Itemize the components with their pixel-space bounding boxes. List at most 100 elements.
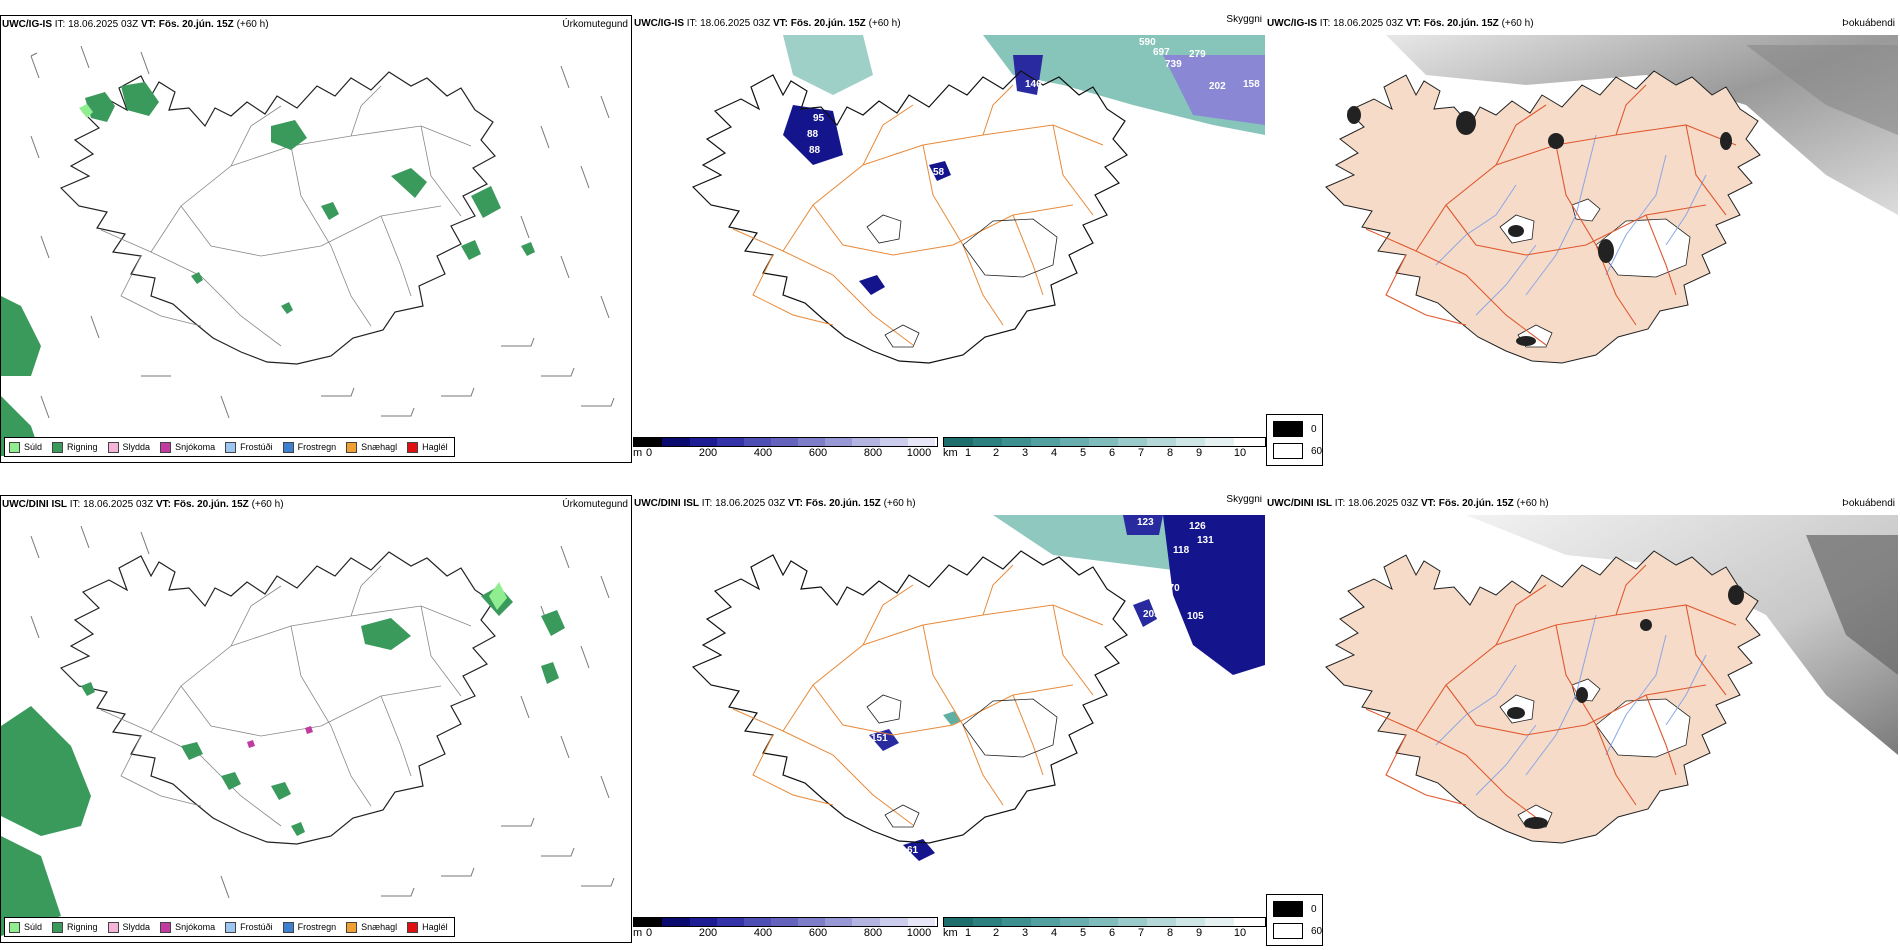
sea-fog [1746,45,1898,135]
cloud-panel-row1: UWC/IG-IS IT: 18.06.2025 03Z VT: Fös. 20… [633,15,1265,463]
svg-text:105: 105 [1187,611,1204,622]
vis-strip [943,917,1266,927]
legend-item: Frostregn [279,438,343,456]
svg-text:590: 590 [1139,37,1156,48]
legend-item: Slydda [104,438,157,456]
legend-item: Súld [5,918,48,936]
svg-text:11: 11 [933,847,944,858]
fog-panel-row2: UWC/DINI ISL IT: 18.06.2025 03Z VT: Fös.… [1266,495,1898,943]
cloud-panel-row2: UWC/DINI ISL IT: 18.06.2025 03Z VT: Fös.… [633,495,1265,943]
svg-text:151: 151 [871,733,888,744]
ceiling-strip [633,437,938,447]
legend-item: 0 [1273,421,1317,437]
low-ceiling [1163,515,1265,675]
legend-item: Snæhagl [342,438,403,456]
svg-text:123: 123 [1137,517,1154,528]
iceland-coastline [692,550,1128,844]
svg-text:158: 158 [1243,79,1260,90]
legend-item: Rigning [48,918,104,936]
fog-spots [1507,585,1744,829]
fog-map[interactable] [1266,495,1898,943]
cloud-map[interactable]: 123 126 131 118 170 205 105 93 151 61 11 [633,495,1265,943]
iceland-coastline [692,70,1128,364]
sea-fog [1386,35,1898,215]
ceiling-colorbar-row2: m 0 200 400 600 800 1000 [633,917,938,943]
legend-item: Rigning [48,438,104,456]
low-ceiling [1123,515,1163,535]
fog-legend-row2: 0 60 [1266,894,1323,946]
snow-area [247,740,255,748]
svg-text:279: 279 [1189,49,1206,60]
fog-map[interactable] [1266,15,1898,463]
panel-header: UWC/DINI ISL IT: 18.06.2025 03Z VT: Fös.… [2,499,628,510]
drizzle-area [79,104,93,118]
visibility-colorbar-row2: km 1 2 3 4 5 6 7 8 9 10 [943,917,1266,943]
legend-item: Snjókoma [156,438,221,456]
svg-text:202: 202 [1209,81,1226,92]
legend-item: Frostregn [279,918,343,936]
visibility-colorbar-row1: km 1 2 3 4 5 6 7 8 9 10 [943,437,1266,463]
precip-map[interactable] [1,496,632,943]
legend-item: Slydda [104,918,157,936]
panel-header: UWC/DINI ISL IT: 18.06.2025 03Z VT: Fös.… [634,495,1262,509]
low-ceiling [903,839,935,861]
legend-item: 60 [1273,923,1322,939]
precip-areas [1,82,535,456]
precip-panel-row1: UWC/IG-IS IT: 18.06.2025 03Z VT: Fös. 20… [0,15,632,463]
fog-legend-row1: 0 60 [1266,414,1323,466]
svg-text:739: 739 [1165,59,1182,70]
low-ceiling [1163,55,1265,125]
svg-text:88: 88 [809,145,821,156]
valid-time: Fös. 20.jún. 15Z [158,19,234,30]
precip-areas [1,586,565,936]
legend-item: Súld [5,438,48,456]
precip-legend: Súld Rigning Slydda Snjókoma Frostúði Fr… [4,437,455,457]
low-ceiling [1133,599,1157,627]
legend-item: 0 [1273,901,1317,917]
panel-header: UWC/IG-IS IT: 18.06.2025 03Z VT: Fös. 20… [1267,18,1895,29]
ceiling-labels: 123 126 131 118 170 205 105 93 151 61 11 [699,517,1214,858]
drizzle-area [489,582,507,610]
legend-item: Haglél [403,918,454,936]
wind-barbs [30,45,615,419]
iceland-coastline [60,71,496,365]
model-name: UWC/IG-IS [2,19,52,30]
glacier-outline [866,694,902,724]
svg-text:170: 170 [1163,583,1180,594]
svg-text:93: 93 [699,703,711,714]
sea-cloud [783,35,873,95]
panel-header: UWC/IG-IS IT: 18.06.2025 03Z VT: Fös. 20… [634,15,1262,29]
svg-text:58: 58 [933,167,945,178]
lead-time: (+60 h) [236,19,269,30]
glacier-outline [962,698,1058,758]
cloud-map[interactable]: 590 697 739 279 202 158 146 95 88 88 58 … [633,15,1265,463]
snow-area [305,726,313,734]
legend-item: Frostúði [221,438,279,456]
svg-text:131: 131 [1197,535,1214,546]
ceiling-labels: 590 697 739 279 202 158 146 95 88 88 58 … [807,37,1260,298]
precip-map[interactable] [1,16,632,463]
legend-item: Haglél [403,438,454,456]
svg-text:88: 88 [807,129,819,140]
precip-panel-row2: UWC/DINI ISL IT: 18.06.2025 03Z VT: Fös.… [0,495,632,943]
ceiling-strip [633,917,938,927]
fog-spots [1347,106,1732,346]
svg-text:697: 697 [1153,47,1170,58]
precip-legend: Súld Rigning Slydda Snjókoma Frostúði Fr… [4,917,455,937]
svg-text:118: 118 [1173,545,1190,556]
svg-text:61: 61 [907,845,919,856]
legend-item: 60 [1273,443,1322,459]
fog-panel-row1: UWC/IG-IS IT: 18.06.2025 03Z VT: Fös. 20… [1266,15,1898,463]
panel-header: UWC/IG-IS IT: 18.06.2025 03Z VT: Fös. 20… [2,19,628,30]
legend-item: Snæhagl [342,918,403,936]
svg-text:126: 126 [1189,521,1206,532]
field-name: Úrkomutegund [562,19,628,30]
svg-text:95: 95 [813,113,825,124]
legend-item: Snjókoma [156,918,221,936]
ceiling-colorbar-row1: m 0 200 400 600 800 1000 [633,437,938,463]
svg-text:146: 146 [1025,79,1042,90]
vis-strip [943,437,1266,447]
legend-item: Frostúði [221,918,279,936]
init-time: 18.06.2025 03Z [68,19,139,30]
sea-fog [1466,515,1898,755]
